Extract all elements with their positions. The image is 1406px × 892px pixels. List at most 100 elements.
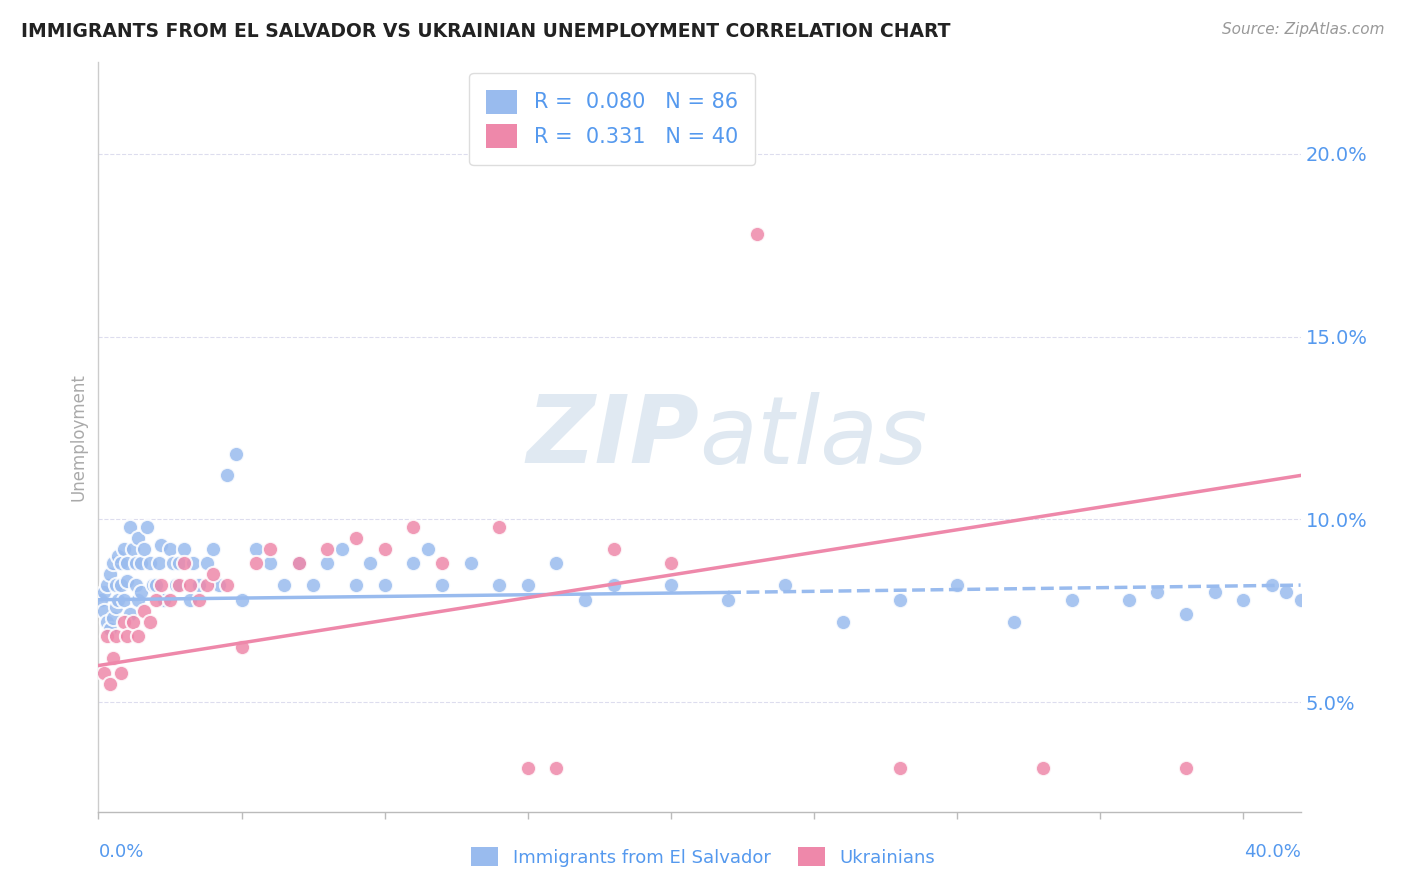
Point	[107, 592, 129, 607]
Point	[115, 629, 138, 643]
Point	[344, 531, 367, 545]
Point	[217, 578, 239, 592]
Point	[98, 677, 121, 691]
Point	[546, 761, 568, 775]
Point	[1032, 761, 1054, 775]
Point	[488, 578, 510, 592]
Point	[112, 541, 135, 556]
Point	[460, 556, 482, 570]
Point	[101, 556, 124, 570]
Point	[374, 541, 396, 556]
Point	[201, 541, 224, 556]
Point	[115, 574, 138, 589]
Point	[1146, 585, 1168, 599]
Point	[104, 578, 127, 592]
Point	[162, 556, 184, 570]
Point	[831, 615, 853, 629]
Point	[374, 578, 396, 592]
Text: Source: ZipAtlas.com: Source: ZipAtlas.com	[1222, 22, 1385, 37]
Text: atlas: atlas	[699, 392, 928, 483]
Point	[104, 629, 127, 643]
Point	[145, 592, 167, 607]
Point	[273, 578, 295, 592]
Point	[134, 541, 156, 556]
Point	[488, 519, 510, 533]
Point	[124, 556, 146, 570]
Point	[717, 592, 740, 607]
Point	[159, 592, 181, 607]
Point	[96, 615, 118, 629]
Text: IMMIGRANTS FROM EL SALVADOR VS UKRAINIAN UNEMPLOYMENT CORRELATION CHART: IMMIGRANTS FROM EL SALVADOR VS UKRAINIAN…	[21, 22, 950, 41]
Point	[287, 556, 309, 570]
Point	[179, 578, 201, 592]
Point	[659, 578, 682, 592]
Point	[231, 640, 253, 655]
Point	[1204, 585, 1226, 599]
Point	[316, 541, 339, 556]
Point	[245, 556, 267, 570]
Point	[101, 651, 124, 665]
Point	[101, 611, 124, 625]
Point	[96, 578, 118, 592]
Point	[946, 578, 969, 592]
Point	[659, 556, 682, 570]
Point	[104, 600, 127, 615]
Point	[121, 615, 143, 629]
Point	[430, 556, 453, 570]
Point	[208, 578, 231, 592]
Point	[1002, 615, 1025, 629]
Point	[201, 567, 224, 582]
Point	[1175, 761, 1198, 775]
Point	[128, 531, 150, 545]
Point	[195, 578, 218, 592]
Point	[195, 556, 218, 570]
Point	[98, 622, 121, 636]
Point	[745, 227, 768, 242]
Point	[302, 578, 325, 592]
Point	[602, 541, 624, 556]
Point	[225, 446, 247, 460]
Point	[165, 578, 187, 592]
Y-axis label: Unemployment: Unemployment	[69, 373, 87, 501]
Point	[574, 592, 596, 607]
Point	[145, 578, 167, 592]
Point	[1118, 592, 1140, 607]
Point	[93, 665, 115, 680]
Point	[245, 541, 267, 556]
Point	[1303, 578, 1326, 592]
Point	[602, 578, 624, 592]
Point	[402, 519, 425, 533]
Point	[187, 592, 209, 607]
Point	[1261, 578, 1284, 592]
Point	[150, 538, 173, 552]
Point	[416, 541, 439, 556]
Point	[139, 615, 162, 629]
Point	[159, 541, 181, 556]
Point	[93, 604, 115, 618]
Point	[93, 585, 115, 599]
Point	[287, 556, 309, 570]
Point	[173, 556, 195, 570]
Point	[1175, 607, 1198, 622]
Point	[112, 592, 135, 607]
Point	[118, 607, 141, 622]
Point	[121, 541, 143, 556]
Point	[181, 556, 204, 570]
Point	[179, 592, 201, 607]
Point	[131, 556, 153, 570]
Point	[110, 578, 132, 592]
Point	[1289, 592, 1312, 607]
Point	[187, 578, 209, 592]
Legend: Immigrants from El Salvador, Ukrainians: Immigrants from El Salvador, Ukrainians	[464, 840, 942, 874]
Point	[231, 592, 253, 607]
Point	[128, 629, 150, 643]
Point	[889, 761, 911, 775]
Point	[139, 556, 162, 570]
Point	[402, 556, 425, 570]
Point	[153, 592, 176, 607]
Point	[217, 468, 239, 483]
Point	[96, 629, 118, 643]
Point	[150, 578, 173, 592]
Point	[167, 556, 190, 570]
Point	[259, 541, 281, 556]
